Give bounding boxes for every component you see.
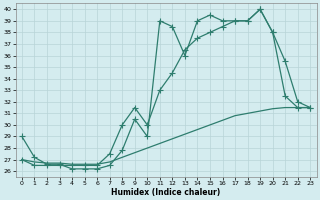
X-axis label: Humidex (Indice chaleur): Humidex (Indice chaleur) <box>111 188 221 197</box>
